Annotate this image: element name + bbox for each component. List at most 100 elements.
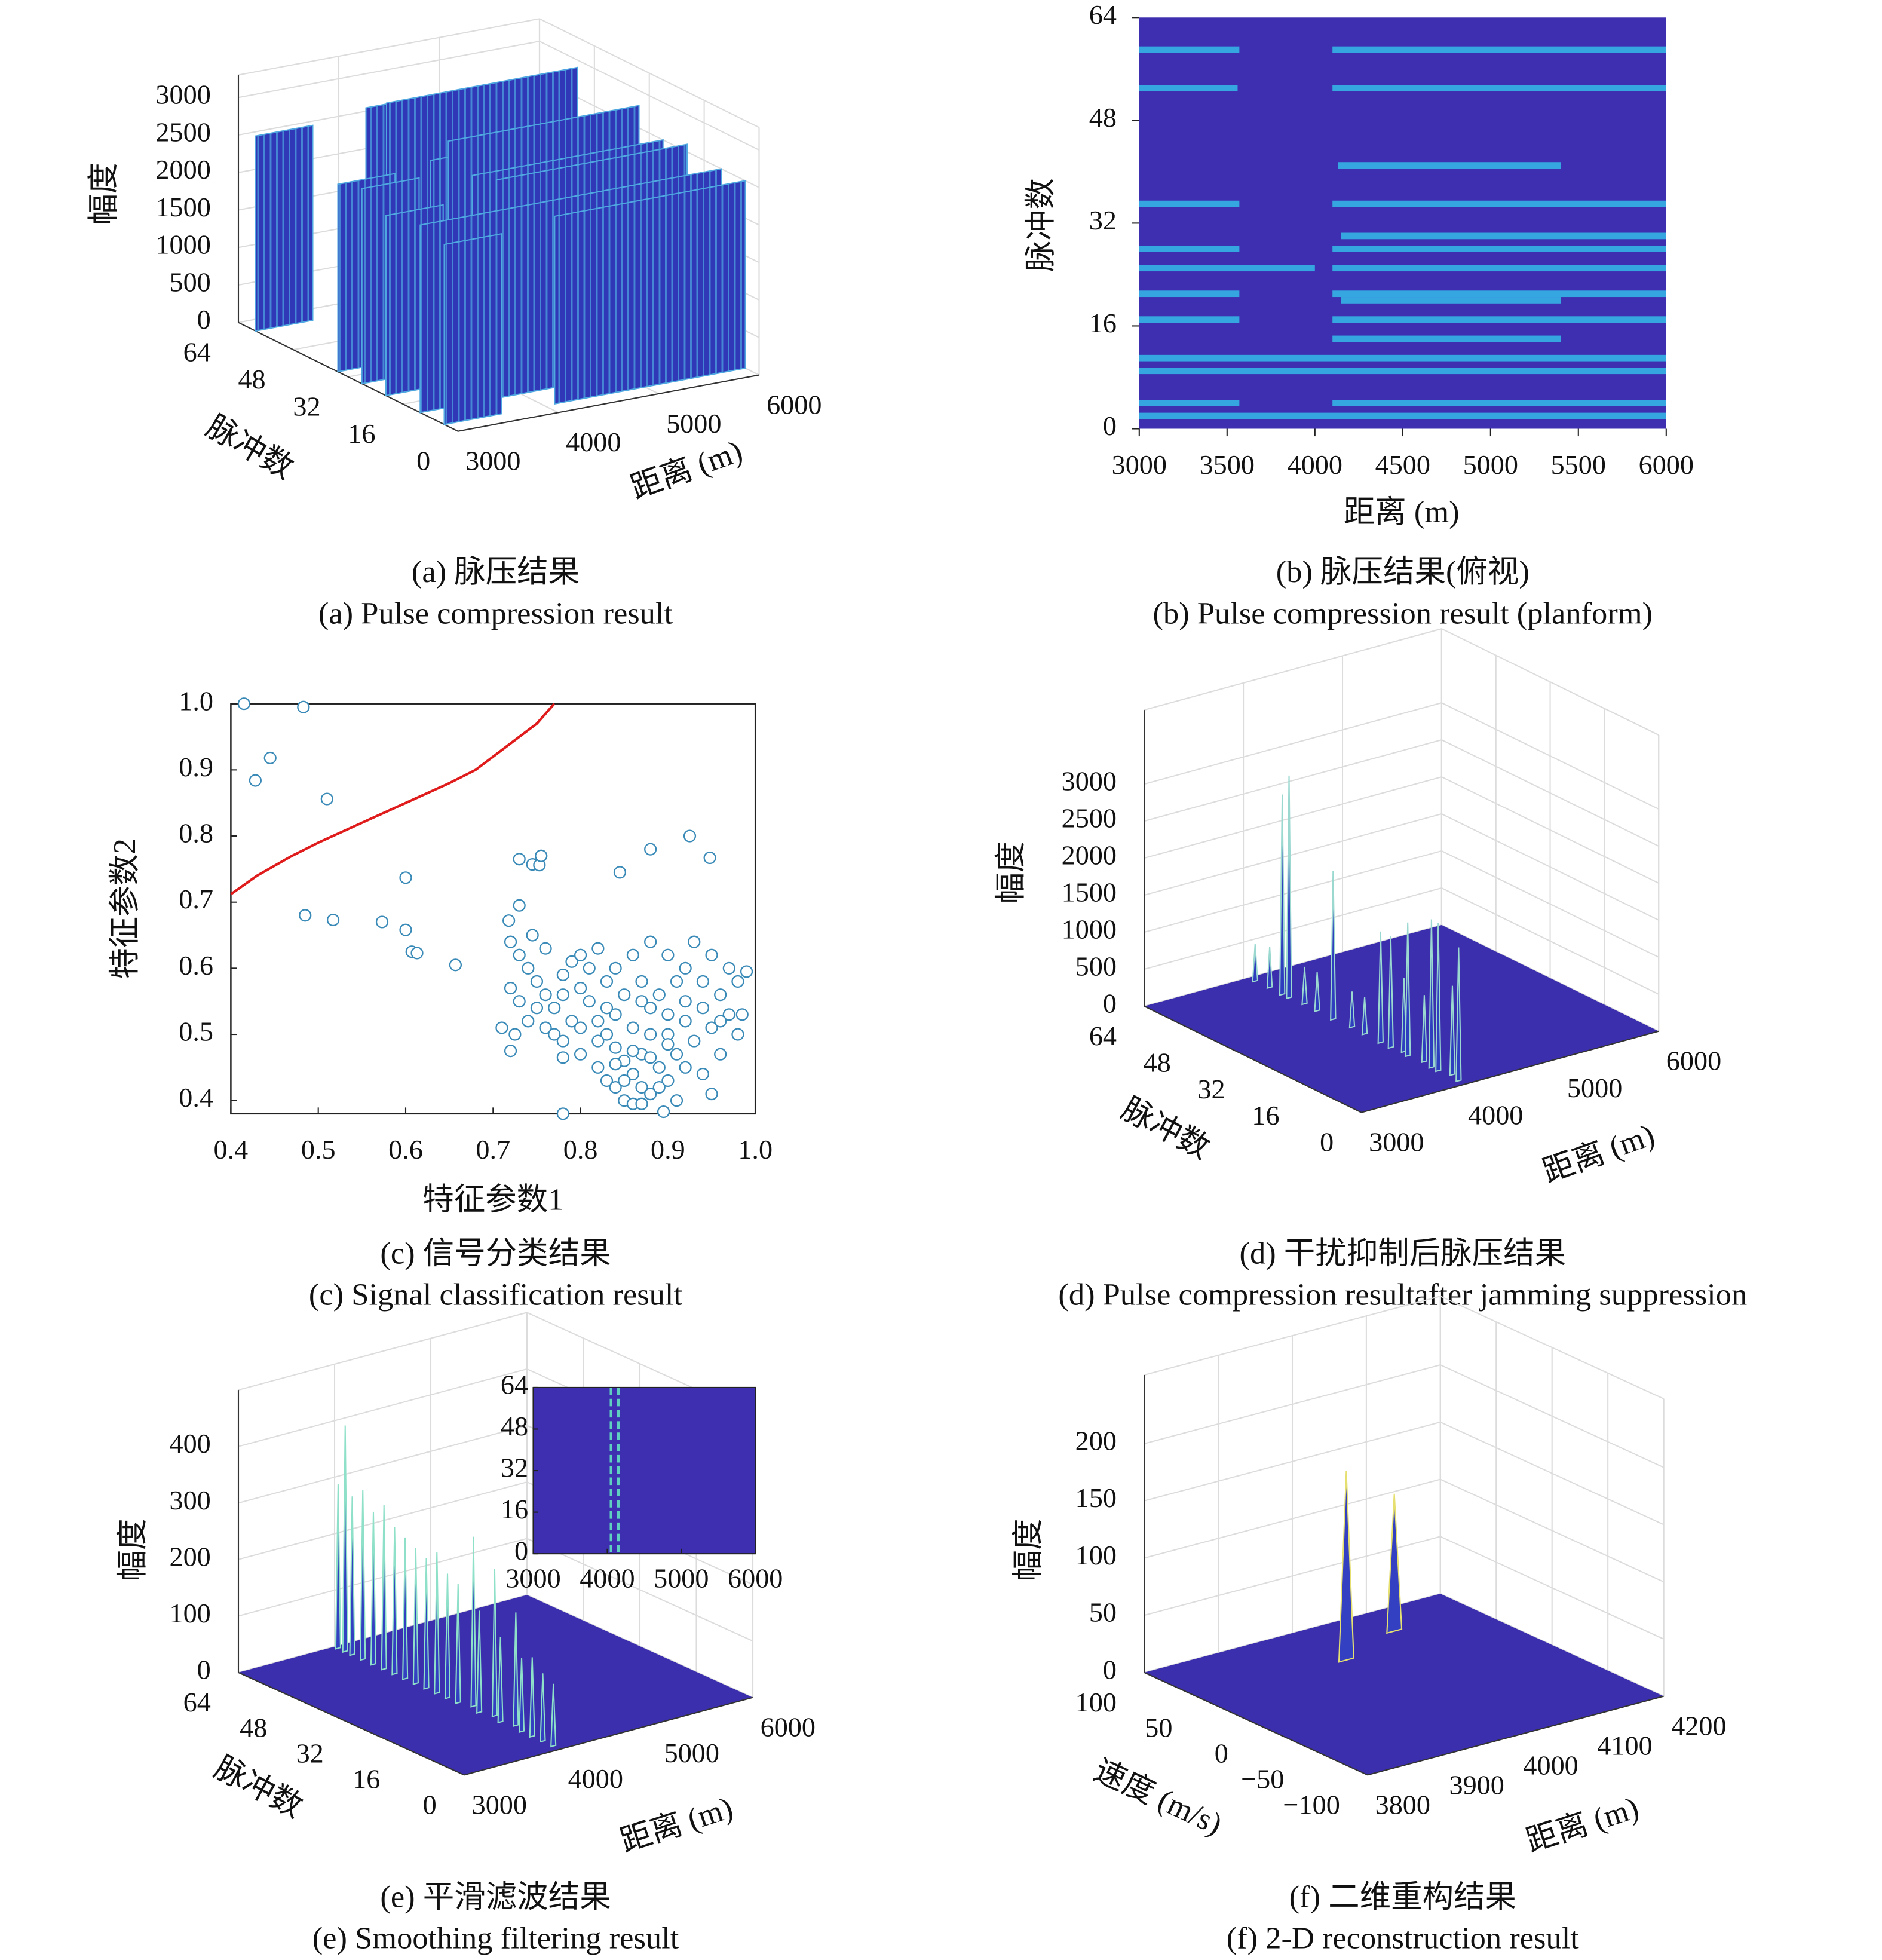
heatmap-stripe	[1332, 335, 1561, 342]
y-tick-label: 32	[1197, 1074, 1225, 1104]
y-tick-label: 0.6	[179, 950, 213, 981]
scatter-point	[556, 968, 569, 981]
peak	[1266, 947, 1273, 990]
x-tick-label: 5000	[1567, 1073, 1622, 1103]
caption-zh: (b) 脉压结果(俯视)	[1276, 555, 1529, 589]
caption-zh: (d) 干扰抑制后脉压结果	[1239, 1236, 1566, 1270]
z-tick-label: 2000	[1062, 840, 1117, 871]
scatter-point	[652, 1080, 666, 1094]
scatter-point	[513, 853, 526, 866]
scatter-point	[410, 947, 424, 960]
z-tick-label: 0	[197, 1655, 211, 1685]
z-axis-label: 幅度	[86, 163, 121, 225]
inset-y-tick-label: 32	[501, 1453, 528, 1483]
scatter-point	[539, 988, 552, 1002]
box-edge	[1440, 1296, 1665, 1399]
y-tick-label: 50	[1145, 1713, 1172, 1743]
scatter-point	[635, 975, 648, 988]
scatter-point	[522, 1015, 535, 1028]
peak	[1386, 1493, 1403, 1634]
scatter-point	[626, 1045, 639, 1058]
y-tick-label: 0.7	[179, 884, 213, 914]
peak	[1252, 944, 1259, 983]
peak	[550, 1683, 557, 1748]
scatter-point	[320, 792, 333, 806]
box-edge	[1144, 1296, 1441, 1376]
x-tick-label: 3500	[1200, 449, 1255, 480]
y-tick-label: 0.4	[179, 1082, 213, 1113]
scatter-point	[696, 975, 710, 988]
caption-en: (e) Smoothing filtering result	[312, 1921, 679, 1956]
scatter-point	[548, 1028, 561, 1041]
scatter-point	[530, 975, 544, 988]
z-tick-label: 3000	[155, 79, 210, 110]
scatter-point	[600, 975, 614, 988]
box-edge	[238, 1312, 528, 1391]
scatter-point	[574, 948, 587, 961]
x-tick-label: 5500	[1551, 449, 1606, 480]
ridge	[554, 180, 746, 405]
x-tick-label: 4100	[1597, 1731, 1652, 1761]
x-axis-label: 特征参数1	[422, 1182, 563, 1217]
scatter-point	[495, 1021, 508, 1034]
x-tick-label: 0.6	[388, 1134, 423, 1165]
z-tick-label: 100	[169, 1598, 210, 1628]
ridge	[255, 124, 314, 332]
scatter-point	[740, 965, 753, 978]
scatter-point	[722, 961, 735, 975]
ridge	[443, 232, 502, 425]
box-edge	[539, 18, 759, 128]
peak	[1435, 923, 1442, 1073]
y-tick-label: 0	[1320, 1127, 1334, 1157]
scatter-point	[504, 935, 517, 948]
scatter-point	[679, 961, 692, 975]
x-tick-label: 6000	[1639, 449, 1694, 480]
y-axis	[238, 321, 458, 432]
surface-floor	[1144, 1594, 1664, 1775]
scatter-point	[591, 1034, 605, 1048]
y-tick-label: 64	[1089, 1021, 1117, 1051]
y-axis-label: 特征参数2	[108, 838, 142, 979]
scatter-point	[644, 935, 657, 948]
scatter-point	[652, 1061, 666, 1074]
scatter-point	[679, 1015, 692, 1028]
scatter-point	[504, 1045, 517, 1058]
scatter-point	[644, 1028, 657, 1041]
heatmap-stripe	[1332, 46, 1666, 53]
scatter-point	[539, 1021, 552, 1034]
heatmap-stripe	[1332, 290, 1666, 298]
x-tick-label: 0.4	[214, 1134, 249, 1165]
peak	[1361, 997, 1368, 1036]
scatter-point	[714, 988, 727, 1002]
surface-floor	[1144, 924, 1659, 1113]
scatter-point	[644, 1088, 657, 1101]
scatter-point	[626, 1021, 639, 1034]
peak	[470, 1536, 477, 1708]
z-tick-label: 2500	[1062, 803, 1117, 834]
scatter-point	[609, 1080, 622, 1094]
y-tick-label: 32	[1089, 205, 1117, 235]
scatter-point	[609, 961, 622, 975]
scatter-point	[688, 1034, 701, 1048]
y-tick-label: 0	[1103, 411, 1117, 441]
x-tick-label: 5000	[666, 408, 721, 439]
peak	[1348, 991, 1356, 1029]
scatter-point	[539, 942, 552, 955]
x-axis	[458, 374, 759, 432]
z-tick-label: 0	[1103, 1655, 1117, 1685]
scatter-point	[600, 1028, 614, 1041]
scatter-point	[375, 915, 389, 929]
scatter-point	[657, 1105, 670, 1119]
y-axis-label: 脉冲数	[1023, 178, 1058, 272]
peak	[1301, 966, 1308, 1006]
heatmap-stripe	[1139, 316, 1240, 323]
heatmap-stripe	[1139, 200, 1240, 207]
peak	[444, 1573, 451, 1699]
scatter-point	[583, 961, 596, 975]
scatter-point	[513, 899, 526, 912]
x-axis-label: 距离 (m)	[1344, 495, 1460, 529]
x-tick-label: 0.8	[563, 1134, 598, 1165]
scatter-point	[609, 1041, 622, 1054]
scatter-point	[635, 1080, 648, 1094]
